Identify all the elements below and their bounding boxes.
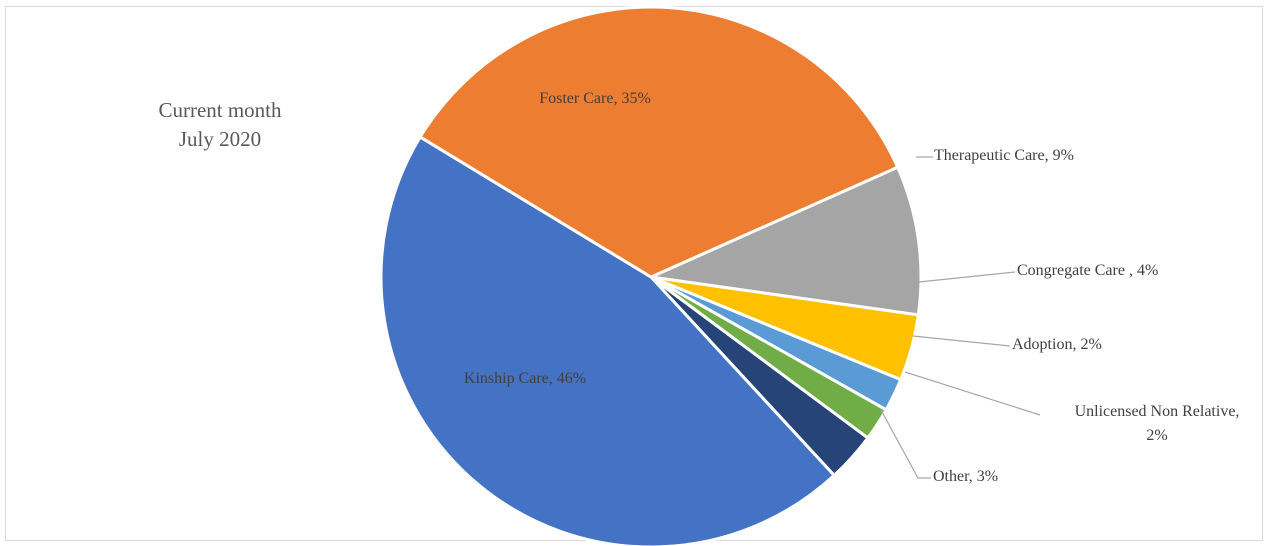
annotation-line-2: July 2020 xyxy=(179,127,261,151)
slice-label-line: Unlicensed Non Relative, xyxy=(1075,403,1240,420)
pie-slice-foster-care xyxy=(418,5,900,279)
leader-line xyxy=(918,271,1016,283)
pie-slice-kinship-care xyxy=(379,135,836,546)
leader-lines xyxy=(880,156,1041,479)
slice-label-line: 2% xyxy=(1146,427,1167,444)
slice-label-line: Foster Care, 35% xyxy=(539,90,651,107)
leader-line xyxy=(904,371,1041,416)
slice-label-line: Other, 3% xyxy=(933,468,998,485)
slice-label-line: Therapeutic Care, 9% xyxy=(934,147,1074,164)
slice-label: Therapeutic Care, 9% xyxy=(934,147,1074,164)
pie-slice-therapeutic-care xyxy=(649,165,923,317)
leader-line xyxy=(880,409,931,479)
slice-label-line: Kinship Care, 46% xyxy=(464,370,586,387)
slice-label-line: Congregate Care , 4% xyxy=(1017,262,1158,279)
slice-label: Other, 3% xyxy=(933,468,998,485)
slice-label: Unlicensed Non Relative, 2% xyxy=(1075,403,1240,444)
slice-label: Congregate Care , 4% xyxy=(1017,262,1158,279)
slice-label: Adoption, 2% xyxy=(1012,336,1102,353)
leader-line xyxy=(912,335,1011,347)
slice-label: Kinship Care, 46% xyxy=(464,370,586,387)
slice-labels: Therapeutic Care, 9% Congregate Care , 4%… xyxy=(464,90,1240,485)
pie-slices xyxy=(379,5,923,546)
slice-label-line: Adoption, 2% xyxy=(1012,336,1102,353)
annotation-line-1: Current month xyxy=(158,98,282,122)
slice-label: Foster Care, 35% xyxy=(539,90,651,107)
